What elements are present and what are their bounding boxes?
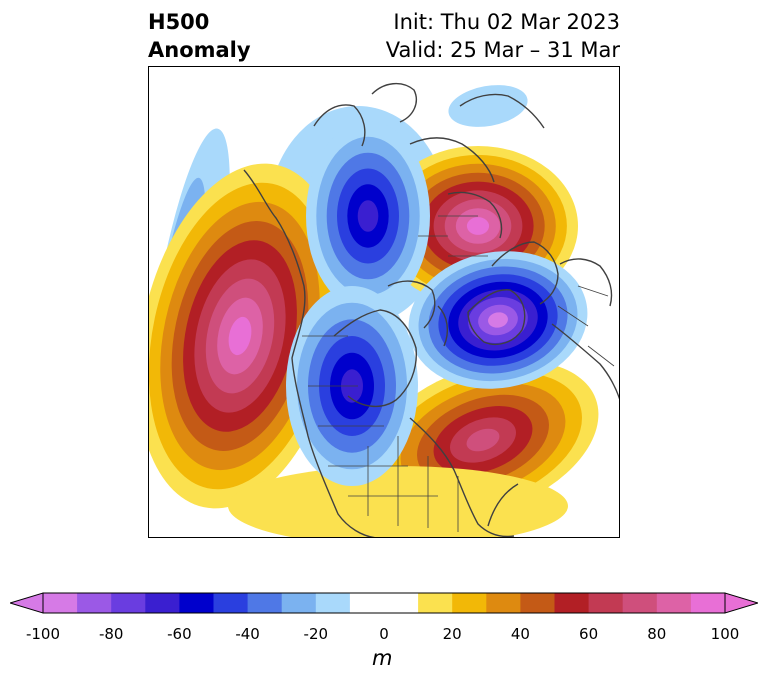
colorbar-extend-max [724,592,758,614]
coastlines [243,83,620,538]
colorbar-tick-label: 20 [442,625,462,643]
colorbar-segment [145,593,180,613]
positive-anomaly-siberia-contour [466,217,490,235]
negative-anomaly-scandinavia-contour [488,312,508,328]
anomaly-map [148,66,620,538]
colorbar-segment [554,593,590,613]
colorbar-tick-label: 100 [710,625,740,643]
colorbar-tick-label: 80 [647,625,667,643]
init-time: Init: Thu 02 Mar 2023 [393,10,620,34]
colorbar-tick-label: 60 [579,625,599,643]
colorbar-segment [281,593,317,613]
colorbar-outline [42,592,726,614]
colorbar-segment [213,593,249,613]
colorbar-segment [418,593,453,613]
colorbar-tick-label: -60 [167,625,192,643]
title-variable: H500 [148,10,210,34]
colorbar-extend-min [10,592,44,614]
colorbar-segment [588,593,624,613]
colorbar-segment [656,593,692,613]
colorbar-tick-label: -100 [25,625,61,643]
colorbar-segment [622,593,658,613]
chart-title-left: H500 Anomaly [148,8,251,64]
colorbar-unit: m [372,646,393,670]
colorbar-segment [690,593,726,613]
positive-anomaly-northeast-pacific-contour [228,316,252,356]
colorbar-segment [179,593,214,613]
positive-anomaly-north-atlantic-contour [466,428,500,452]
colorbar-tick-label: -80 [98,625,124,643]
colorbar-tick-label: -40 [235,625,260,643]
colorbar-segment [349,593,385,613]
colorbar-tick-label: -20 [303,625,329,643]
colorbar-segment [520,593,555,613]
negative-anomaly-alaska-arctic [306,121,430,311]
colorbar-segment [111,593,146,613]
colorbar [10,592,758,614]
colorbar-segment [43,593,78,613]
colorbar-segment [77,593,112,613]
chart-title-right: Init: Thu 02 Mar 2023 Valid: 25 Mar – 31… [386,8,620,64]
colorbar-segment [452,593,487,613]
colorbar-segment [384,593,419,613]
negative-anomaly-alaska-arctic-contour [357,200,379,232]
title-field: Anomaly [148,38,251,62]
colorbar-segment [315,593,351,613]
negative-anomaly-scandinavia [408,251,588,389]
valid-range: Valid: 25 Mar – 31 Mar [385,38,620,62]
colorbar-segment [486,593,521,613]
colorbar-segment [247,593,283,613]
colorbar-tick-label: 40 [510,625,530,643]
colorbar-tick-label: 0 [379,625,389,643]
